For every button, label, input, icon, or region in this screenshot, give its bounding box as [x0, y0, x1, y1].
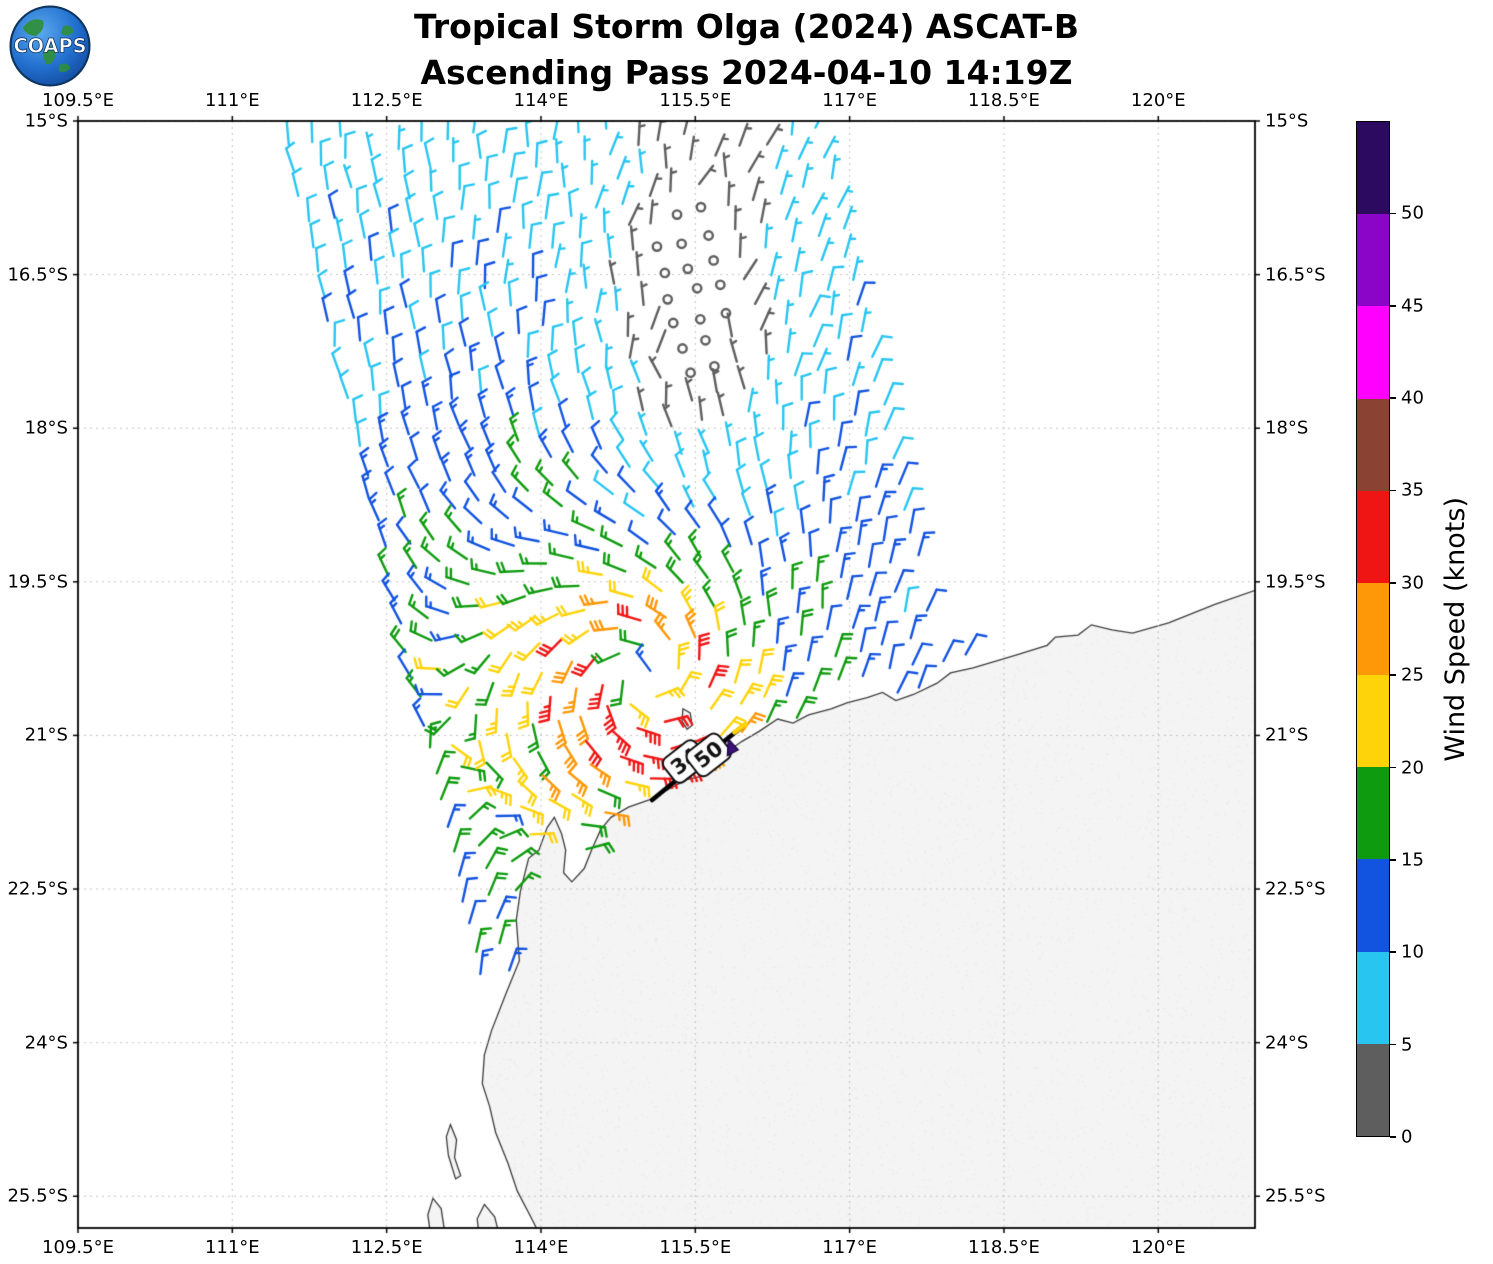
figure-title: Tropical Storm Olga (2024) ASCAT-B Ascen… — [0, 4, 1493, 96]
colorbar-tick-label: 10 — [1401, 941, 1424, 963]
x-tick-label-top: 117°E — [822, 90, 877, 111]
colorbar-tick — [1390, 212, 1396, 215]
colorbar-segment-40-45 — [1357, 306, 1389, 399]
colorbar-tick-label: 30 — [1401, 572, 1424, 594]
colorbar-tick — [1390, 397, 1396, 399]
y-tick-label-right: 25.5°S — [1265, 1185, 1326, 1207]
coaps-logo: COAPS — [9, 5, 91, 87]
x-tick-label-bottom: 118.5°E — [968, 1237, 1040, 1258]
colorbar-tick — [1390, 489, 1396, 492]
y-tick-label-left: 16.5°S — [7, 264, 68, 286]
colorbar-segment-15-20 — [1357, 767, 1389, 860]
y-tick-label-right: 16.5°S — [1265, 264, 1326, 286]
colorbar-tick-label: 25 — [1401, 664, 1424, 686]
x-tick-label-top: 120°E — [1130, 90, 1186, 111]
colorbar-tick-label: 0 — [1401, 1126, 1413, 1148]
colorbar-tick-label: 20 — [1401, 757, 1424, 779]
y-tick-label-left: 25.5°S — [7, 1185, 68, 1207]
colorbar-tick — [1390, 582, 1396, 584]
colorbar-tick-label: 50 — [1401, 202, 1424, 224]
y-tick-label-left: 24°S — [24, 1032, 68, 1054]
colorbar-segment-30-35 — [1357, 490, 1389, 583]
colorbar-segment-20-25 — [1357, 675, 1389, 768]
colorbar-tick — [1390, 1043, 1396, 1046]
y-tick-label-right: 21°S — [1265, 724, 1309, 746]
logo-continent-4 — [58, 63, 71, 73]
x-tick-label-top: 118.5°E — [968, 90, 1040, 111]
colorbar-tick — [1390, 674, 1396, 676]
colorbar-segment-50-55 — [1357, 122, 1389, 215]
colorbar-segment-25-30 — [1357, 582, 1389, 676]
colorbar-tick — [1390, 859, 1396, 861]
y-tick-label-left: 18°S — [24, 417, 68, 439]
x-tick-label-bottom: 117°E — [822, 1237, 877, 1258]
y-tick-label-left: 15°S — [24, 110, 68, 132]
x-tick-label-top: 112.5°E — [350, 90, 423, 111]
colorbar-segment-45-50 — [1357, 214, 1389, 307]
y-tick-label-right: 22.5°S — [1265, 878, 1326, 900]
colorbar-tick-label: 15 — [1401, 849, 1424, 871]
y-tick-label-right: 15°S — [1265, 110, 1309, 132]
y-tick-label-left: 22.5°S — [7, 878, 68, 900]
title-line-1: Tropical Storm Olga (2024) ASCAT-B — [413, 7, 1079, 46]
colorbar-bar — [1356, 121, 1390, 1137]
x-tick-label-top: 114°E — [513, 90, 569, 111]
colorbar-tick-label: 40 — [1401, 387, 1424, 409]
colorbar-tick — [1390, 304, 1396, 307]
colorbar-segment-5-10 — [1357, 951, 1389, 1044]
x-tick-label-bottom: 109.5°E — [42, 1237, 114, 1258]
colorbar-tick-label: 35 — [1401, 479, 1424, 501]
colorbar-segment-10-15 — [1357, 859, 1389, 952]
logo-continent-3 — [60, 25, 74, 36]
x-tick-label-bottom: 114°E — [513, 1237, 569, 1258]
colorbar-label: Wind Speed (knots) — [1440, 496, 1471, 762]
colorbar-tick — [1390, 951, 1396, 954]
colorbar-tick-label: 5 — [1401, 1034, 1413, 1056]
x-tick-label-top: 111°E — [204, 90, 260, 111]
colorbar-tick — [1390, 1136, 1396, 1138]
x-tick-label-bottom: 120°E — [1130, 1237, 1186, 1258]
logo-text: COAPS — [13, 35, 86, 58]
logo-continent-1 — [23, 19, 44, 36]
colorbar-label-column: Wind Speed (knots) — [1440, 121, 1471, 1137]
x-tick-label-top: 109.5°E — [42, 90, 114, 111]
colorbar-tick-label: 45 — [1401, 295, 1424, 317]
x-tick-label-top: 115.5°E — [659, 90, 732, 111]
x-tick-label-bottom: 115.5°E — [659, 1237, 732, 1258]
title-line-2: Ascending Pass 2024-04-10 14:19Z — [420, 53, 1073, 92]
logo-continent-2 — [43, 45, 56, 65]
y-tick-label-right: 24°S — [1265, 1032, 1309, 1054]
y-tick-label-right: 19.5°S — [1265, 571, 1326, 593]
y-tick-label-left: 21°S — [24, 724, 68, 746]
x-tick-label-bottom: 111°E — [204, 1237, 260, 1258]
colorbar-tick — [1390, 766, 1396, 769]
y-tick-label-left: 19.5°S — [7, 571, 68, 593]
colorbar-segment-0-5 — [1357, 1043, 1389, 1136]
x-tick-label-bottom: 112.5°E — [350, 1237, 423, 1258]
y-tick-label-right: 18°S — [1265, 417, 1309, 439]
colorbar-segment-35-40 — [1357, 398, 1389, 491]
